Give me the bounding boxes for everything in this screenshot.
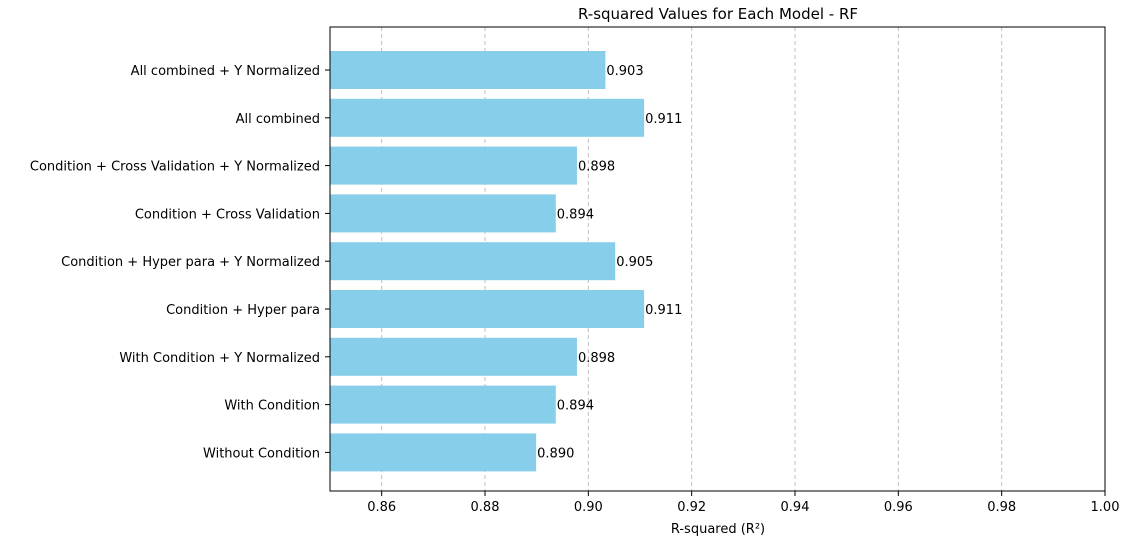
bar-value-label: 0.911	[645, 112, 682, 127]
x-axis-ticks: 0.86 0.88 0.90 0.92 0.94 0.96 0.98 1.00	[367, 491, 1119, 515]
bar	[330, 98, 645, 137]
x-tick-label: 0.86	[367, 500, 396, 515]
y-tick-label: Without Condition	[203, 446, 320, 461]
bar-value-label: 0.898	[578, 351, 615, 366]
y-tick-label: All combined + Y Normalized	[131, 64, 320, 79]
y-tick-label: With Condition	[224, 399, 320, 414]
bar-value-label: 0.894	[557, 207, 594, 222]
x-tick-label: 0.94	[781, 500, 810, 515]
plot-frame	[329, 26, 1106, 492]
bar	[330, 51, 606, 89]
y-axis-ticks: All combined + Y Normalized All combined C…	[30, 64, 330, 461]
x-tick-label: 1.00	[1091, 500, 1120, 515]
bar-value-label: 0.890	[537, 446, 574, 461]
x-axis-label: R-squared (R²)	[671, 522, 765, 537]
bar-value-label: 0.903	[606, 64, 643, 79]
bar-value-label: 0.898	[578, 160, 615, 175]
x-tick-label: 0.88	[471, 500, 500, 515]
bar	[330, 194, 556, 233]
bar-value-label: 0.894	[557, 399, 594, 414]
bar	[330, 433, 537, 472]
data-labels: 0.903 0.911 0.898 0.894 0.905 0.911 0.898 0.894…	[537, 64, 682, 461]
bar-value-label: 0.905	[616, 255, 653, 270]
bar	[330, 290, 645, 328]
bar-value-label: 0.911	[645, 303, 682, 318]
y-tick-label: All combined	[236, 112, 320, 127]
x-tick-label: 0.96	[884, 500, 913, 515]
bar	[330, 385, 556, 424]
y-tick-label: Condition + Hyper para + Y Normalized	[61, 255, 320, 270]
x-tick-label: 0.98	[987, 500, 1016, 515]
y-tick-label: Condition + Cross Validation + Y Normali…	[30, 160, 320, 175]
x-tick-label: 0.90	[574, 500, 603, 515]
bars	[330, 51, 645, 472]
bar	[330, 146, 577, 185]
bar	[330, 337, 577, 376]
y-tick-label: Condition + Hyper para	[166, 303, 320, 318]
x-tick-label: 0.92	[677, 500, 706, 515]
chart-title: R-squared Values for Each Model - RF	[578, 5, 858, 23]
y-tick-label: With Condition + Y Normalized	[119, 351, 320, 366]
bar	[330, 242, 616, 281]
y-tick-label: Condition + Cross Validation	[135, 207, 320, 222]
